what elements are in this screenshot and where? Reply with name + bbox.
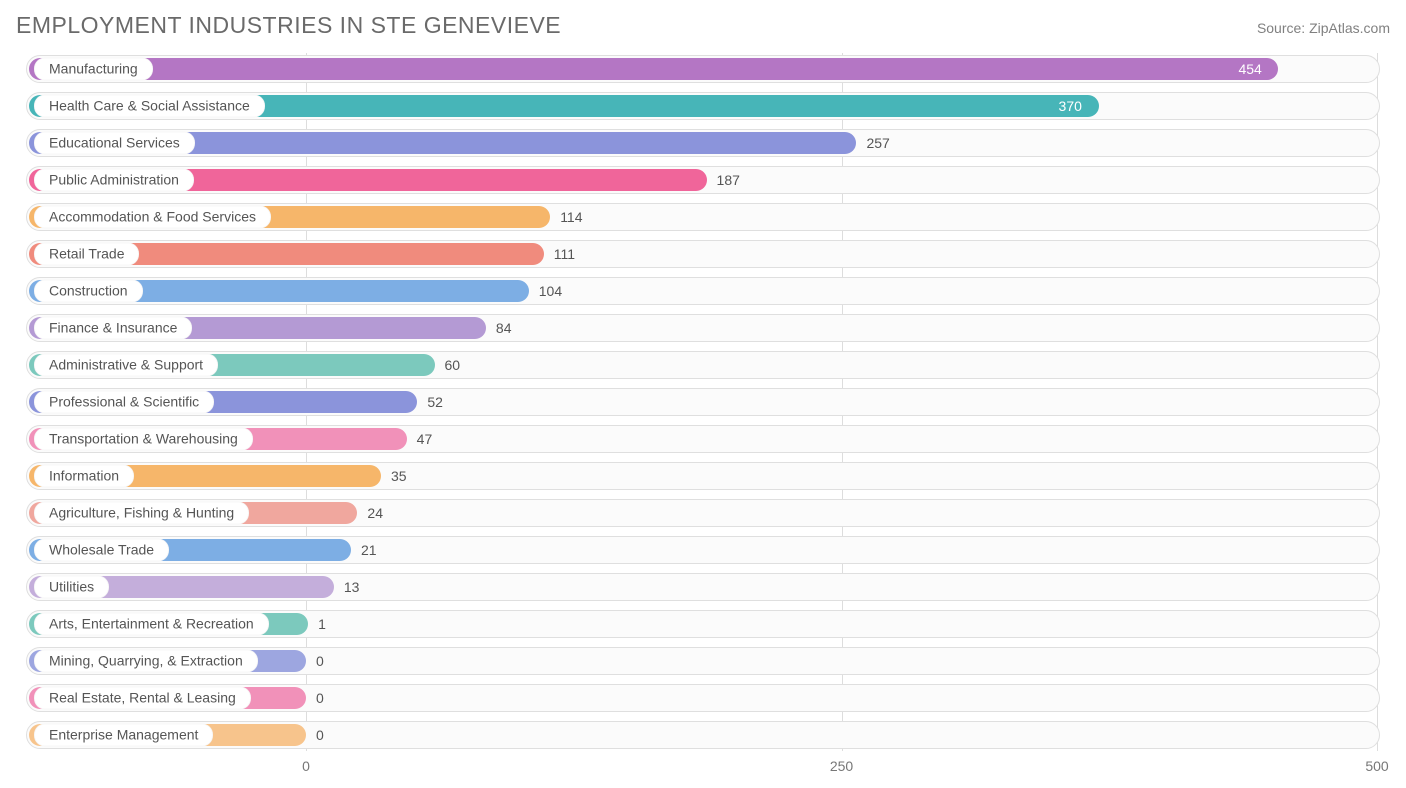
bar-label-pill: Construction [34,280,143,303]
bar-row: Transportation & Warehousing 47 [26,423,1380,455]
bar-value: 35 [391,468,407,484]
bar-value: 454 [1238,61,1368,77]
bar-value: 370 [1059,98,1368,114]
bar-label-pill: Administrative & Support [34,354,218,377]
bar-value: 1 [318,616,326,632]
bar-label-pill: Health Care & Social Assistance [34,95,265,118]
source-label: Source: [1257,20,1305,36]
bar-row: Educational Services 257 [26,127,1380,159]
chart-plot: Manufacturing 454 Health Care & Social Ass… [26,53,1380,751]
bar-row: Finance & Insurance 84 [26,312,1380,344]
bar-fill [29,58,1278,80]
bar-value: 0 [316,653,324,669]
bar-label-pill: Arts, Entertainment & Recreation [34,613,269,636]
bar-label-pill: Enterprise Management [34,724,213,747]
bar-value: 60 [445,357,461,373]
bar-row: Enterprise Management 0 [26,719,1380,751]
chart-source: Source: ZipAtlas.com [1257,20,1390,36]
bar-value: 0 [316,727,324,743]
bar-value: 114 [560,209,582,225]
x-axis: 0 250 500 [16,756,1390,780]
bar-row: Manufacturing 454 [26,53,1380,85]
bar-label-pill: Real Estate, Rental & Leasing [34,687,251,710]
bar-value: 257 [866,135,889,151]
x-axis-tick: 500 [1365,758,1388,774]
bar-label-pill: Accommodation & Food Services [34,206,271,229]
bar-row: Utilities 13 [26,571,1380,603]
bar-label-pill: Wholesale Trade [34,539,169,562]
bar-label-pill: Transportation & Warehousing [34,428,253,451]
bar-value: 0 [316,690,324,706]
bar-value: 24 [367,505,383,521]
bar-row: Arts, Entertainment & Recreation 1 [26,608,1380,640]
bar-value: 21 [361,542,377,558]
bar-label-pill: Manufacturing [34,58,153,81]
bar-value: 111 [554,246,575,262]
chart-area: Manufacturing 454 Health Care & Social Ass… [16,53,1390,780]
bar-row: Real Estate, Rental & Leasing 0 [26,682,1380,714]
chart-title: EMPLOYMENT INDUSTRIES IN STE GENEVIEVE [16,12,561,39]
bar-label-pill: Mining, Quarrying, & Extraction [34,650,258,673]
bar-value: 13 [344,579,360,595]
bar-value: 52 [427,394,443,410]
bar-label-pill: Utilities [34,576,109,599]
x-axis-tick: 0 [302,758,310,774]
bar-row: Wholesale Trade 21 [26,534,1380,566]
bar-row: Information 35 [26,460,1380,492]
bar-value: 104 [539,283,562,299]
bar-row: Public Administration 187 [26,164,1380,196]
bar-label-pill: Public Administration [34,169,194,192]
bar-label-pill: Agriculture, Fishing & Hunting [34,502,249,525]
bar-row: Construction 104 [26,275,1380,307]
bar-row: Mining, Quarrying, & Extraction 0 [26,645,1380,677]
x-axis-tick: 250 [830,758,853,774]
bar-label-pill: Information [34,465,134,488]
bar-label-pill: Finance & Insurance [34,317,192,340]
bar-row: Health Care & Social Assistance 370 [26,90,1380,122]
bar-label-pill: Retail Trade [34,243,139,266]
bar-row: Retail Trade 111 [26,238,1380,270]
bar-row: Accommodation & Food Services 114 [26,201,1380,233]
bar-value: 187 [717,172,740,188]
bar-label-pill: Professional & Scientific [34,391,214,414]
source-name: ZipAtlas.com [1309,20,1390,36]
bar-value: 84 [496,320,512,336]
bar-row: Agriculture, Fishing & Hunting 24 [26,497,1380,529]
bar-value: 47 [417,431,433,447]
bar-row: Administrative & Support 60 [26,349,1380,381]
bar-label-pill: Educational Services [34,132,195,155]
bar-row: Professional & Scientific 52 [26,386,1380,418]
